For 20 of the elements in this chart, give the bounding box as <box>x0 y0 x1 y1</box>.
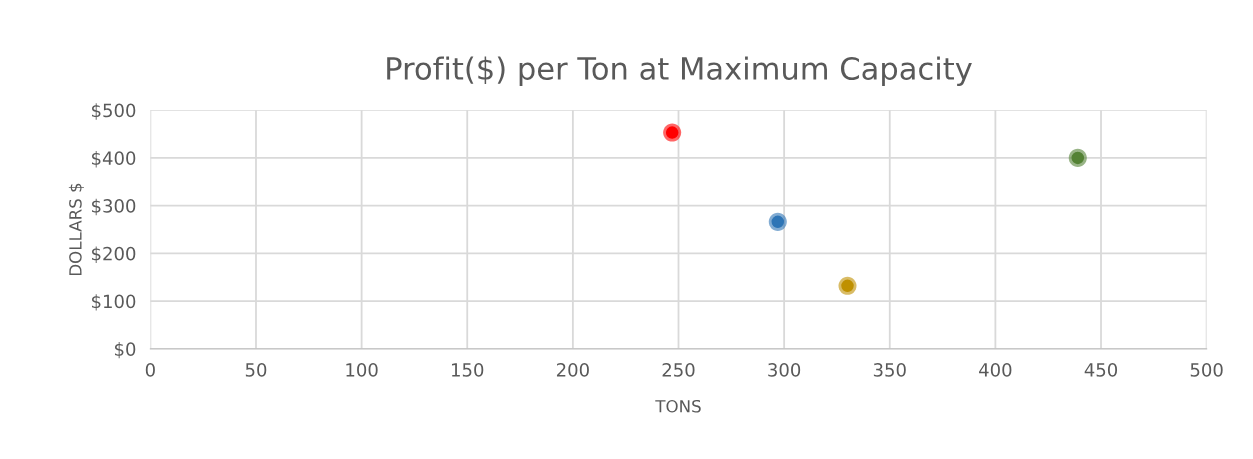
x-tick-label: 350 <box>873 363 906 377</box>
x-tick-label: 0 <box>145 363 155 377</box>
x-tick-label: 300 <box>768 363 801 377</box>
chart-title: Profit($) per Ton at Maximum Capacity <box>387 56 972 86</box>
y-tick-label: $200 <box>92 246 136 263</box>
y-tick-label: $0 <box>114 341 136 359</box>
y-tick-label: $500 <box>92 103 136 120</box>
x-tick-label: 100 <box>346 363 378 377</box>
y-tick-label: $100 <box>92 294 136 311</box>
y-tick-label: $400 <box>92 151 136 168</box>
x-tick-label: 150 <box>452 363 484 377</box>
x-tick-label: 50 <box>245 363 267 377</box>
x-axis-title: TONS <box>655 399 701 413</box>
y-tick-label: $300 <box>92 198 136 216</box>
x-tick-label: 200 <box>556 363 589 377</box>
x-tick-label: 500 <box>1190 363 1223 377</box>
y-axis-title: DOLLARS $ <box>68 183 84 276</box>
x-tick-label: 250 <box>662 363 695 377</box>
x-tick-label: 450 <box>1084 363 1118 377</box>
x-tick-label: 400 <box>979 363 1012 377</box>
